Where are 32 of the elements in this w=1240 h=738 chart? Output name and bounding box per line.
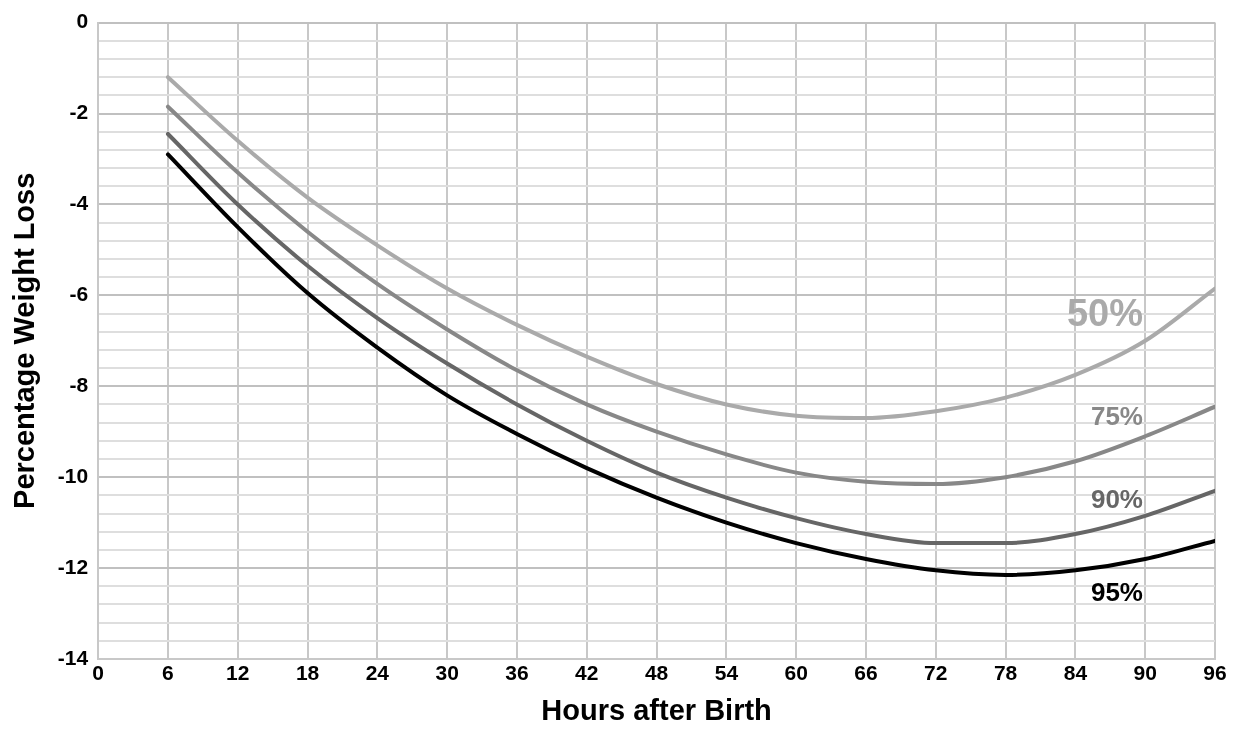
x-tick-label: 30 xyxy=(435,661,459,685)
y-tick-label: -10 xyxy=(57,463,89,487)
y-tick-label: -14 xyxy=(57,645,89,669)
x-axis-title: Hours after Birth xyxy=(541,693,772,726)
x-tick-label: 84 xyxy=(1063,661,1088,685)
x-tick-label: 60 xyxy=(784,661,808,685)
y-tick-label: 0 xyxy=(76,9,89,33)
x-tick-label: 12 xyxy=(226,661,250,685)
x-tick-label: 54 xyxy=(714,661,739,685)
y-axis-title: Percentage Weight Loss xyxy=(8,172,41,509)
x-tick-label: 48 xyxy=(644,661,669,685)
y-tick-label: -4 xyxy=(69,191,89,215)
y-tick-label: -6 xyxy=(69,282,89,306)
line-series xyxy=(165,104,1215,486)
x-tick-label: 24 xyxy=(365,661,390,685)
x-tick-label: 90 xyxy=(1133,661,1157,685)
series-label: 50% xyxy=(1066,292,1143,335)
y-tick-label: -8 xyxy=(69,373,89,397)
x-tick-label: 96 xyxy=(1203,661,1227,685)
series-label: 95% xyxy=(1090,576,1143,607)
y-tick-label: -12 xyxy=(57,554,89,578)
x-tick-label: 78 xyxy=(993,661,1018,685)
x-tick-label: 0 xyxy=(92,661,104,685)
x-tick-label: 36 xyxy=(505,661,529,685)
series-label: 90% xyxy=(1090,484,1143,515)
y-tick-label: -2 xyxy=(69,100,89,124)
x-tick-label: 18 xyxy=(295,661,320,685)
x-tick-label: 6 xyxy=(162,661,174,685)
x-tick-label: 72 xyxy=(924,661,948,685)
series-label: 75% xyxy=(1090,401,1143,432)
x-tick-label: 66 xyxy=(854,661,878,685)
x-tick-label: 42 xyxy=(575,661,599,685)
